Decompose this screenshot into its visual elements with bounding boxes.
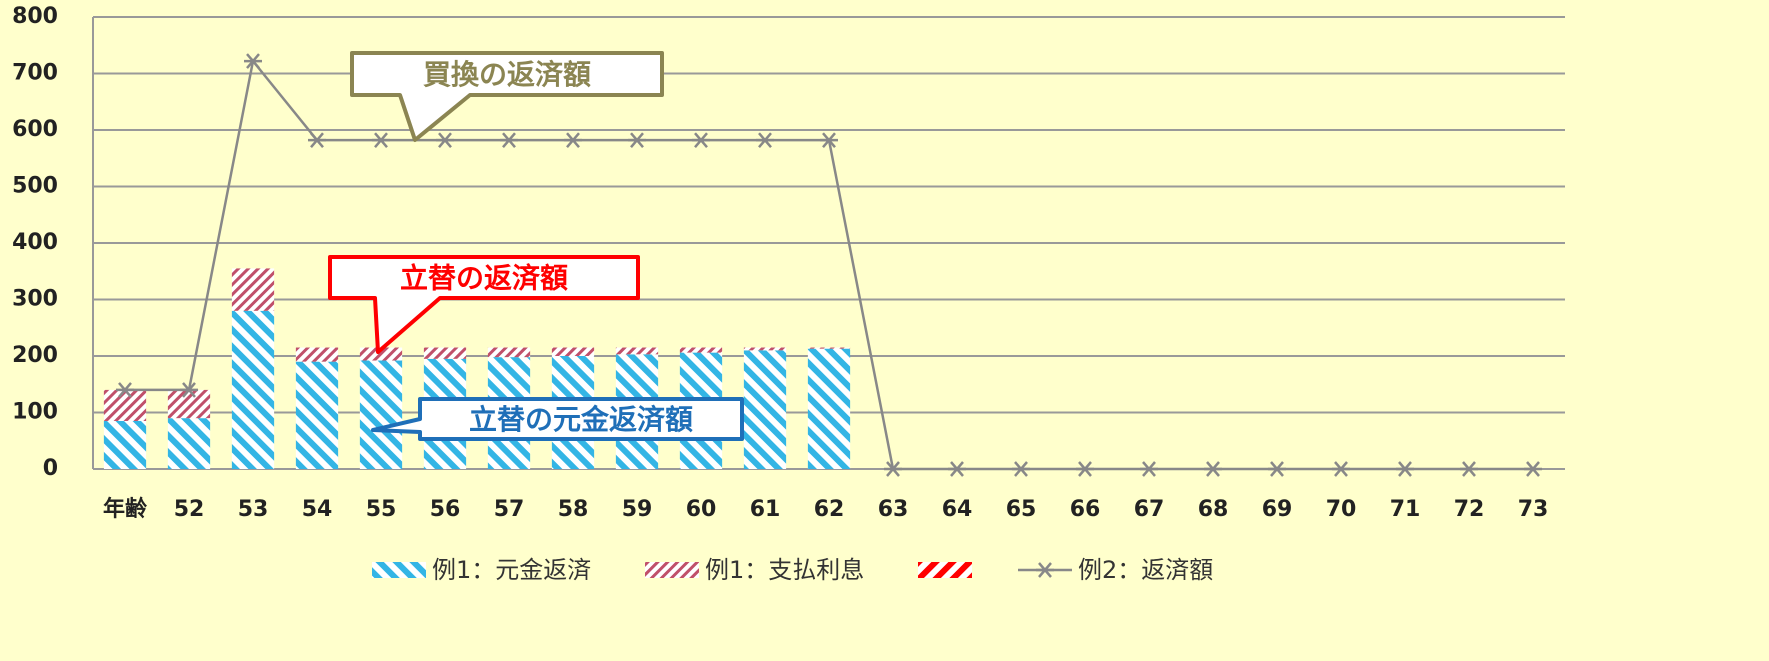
x-tick-label: 57 bbox=[494, 497, 525, 522]
bar bbox=[167, 418, 211, 469]
bar bbox=[231, 310, 275, 469]
line-marker bbox=[564, 132, 582, 148]
line-marker bbox=[820, 132, 838, 148]
x-tick-label: 年齢 bbox=[103, 496, 148, 522]
y-tick-label: 400 bbox=[12, 230, 58, 255]
line-marker bbox=[1524, 461, 1542, 477]
line-marker bbox=[1396, 461, 1414, 477]
legend-label: 例1：支払利息 bbox=[705, 556, 864, 584]
line-marker bbox=[116, 382, 134, 398]
line-marker bbox=[244, 53, 262, 69]
line-marker bbox=[1268, 461, 1286, 477]
y-tick-label: 800 bbox=[12, 4, 58, 29]
line-marker bbox=[1332, 461, 1350, 477]
x-tick-label: 52 bbox=[174, 497, 205, 522]
x-tick-label: 63 bbox=[878, 497, 909, 522]
bar bbox=[167, 389, 211, 419]
x-tick-label: 56 bbox=[430, 497, 461, 522]
bar bbox=[743, 350, 787, 469]
callout-box bbox=[371, 397, 744, 441]
line-marker bbox=[372, 132, 390, 148]
bar bbox=[103, 389, 147, 421]
line-marker bbox=[308, 132, 326, 148]
x-tick-label: 60 bbox=[686, 497, 717, 522]
y-tick-label: 600 bbox=[12, 117, 58, 142]
line-marker bbox=[756, 132, 774, 148]
bar bbox=[295, 361, 339, 469]
line-marker bbox=[1460, 461, 1478, 477]
bar bbox=[359, 360, 403, 469]
legend-label: 例1：元金返済 bbox=[432, 556, 591, 584]
y-tick-label: 700 bbox=[12, 61, 58, 86]
bar bbox=[807, 347, 851, 349]
line-marker bbox=[1076, 461, 1094, 477]
y-tick-label: 200 bbox=[12, 343, 58, 368]
x-tick-label: 68 bbox=[1198, 497, 1229, 522]
y-tick-label: 0 bbox=[43, 456, 58, 481]
x-tick-label: 67 bbox=[1134, 497, 1165, 522]
x-tick-label: 58 bbox=[558, 497, 589, 522]
bar bbox=[295, 347, 339, 362]
bar bbox=[359, 347, 403, 361]
callout-text: 立替の返済額 bbox=[400, 262, 568, 295]
x-tick-label: 72 bbox=[1454, 497, 1485, 522]
line-marker bbox=[628, 132, 646, 148]
callout-text: 買換の返済額 bbox=[423, 58, 591, 91]
x-tick-label: 69 bbox=[1262, 497, 1293, 522]
y-tick-label: 300 bbox=[12, 287, 58, 312]
legend-label: 例2：返済額 bbox=[1078, 556, 1213, 584]
x-tick-label: 66 bbox=[1070, 497, 1101, 522]
legend-swatch bbox=[372, 562, 426, 578]
bar bbox=[743, 347, 787, 351]
line-marker bbox=[692, 132, 710, 148]
x-tick-label: 53 bbox=[238, 497, 269, 522]
line-marker bbox=[948, 461, 966, 477]
x-tick-label: 59 bbox=[622, 497, 653, 522]
line-marker bbox=[1140, 461, 1158, 477]
callout-box bbox=[328, 255, 640, 354]
x-tick-label: 65 bbox=[1006, 497, 1037, 522]
bar bbox=[551, 347, 595, 356]
bar bbox=[679, 347, 723, 353]
x-tick-label: 70 bbox=[1326, 497, 1357, 522]
x-tick-label: 62 bbox=[814, 497, 845, 522]
line-marker bbox=[1012, 461, 1030, 477]
line-marker bbox=[884, 461, 902, 477]
legend-swatch bbox=[645, 562, 699, 578]
bar bbox=[423, 347, 467, 359]
line-marker bbox=[436, 132, 454, 148]
bar bbox=[103, 420, 147, 469]
bar bbox=[807, 348, 851, 469]
bar bbox=[231, 268, 275, 311]
x-tick-label: 54 bbox=[302, 497, 333, 522]
x-tick-label: 64 bbox=[942, 497, 973, 522]
line-marker bbox=[180, 382, 198, 398]
y-tick-label: 500 bbox=[12, 174, 58, 199]
bar bbox=[487, 347, 531, 358]
legend-marker bbox=[1036, 562, 1054, 578]
x-tick-label: 55 bbox=[366, 497, 397, 522]
bar bbox=[615, 347, 659, 355]
legend-swatch bbox=[918, 562, 972, 578]
y-tick-label: 100 bbox=[12, 400, 58, 425]
callout-text: 立替の元金返済額 bbox=[469, 403, 693, 436]
x-tick-label: 71 bbox=[1390, 497, 1421, 522]
line-marker bbox=[500, 132, 518, 148]
line-marker bbox=[1204, 461, 1222, 477]
x-tick-label: 73 bbox=[1518, 497, 1549, 522]
x-tick-label: 61 bbox=[750, 497, 781, 522]
callout-box bbox=[350, 51, 664, 142]
